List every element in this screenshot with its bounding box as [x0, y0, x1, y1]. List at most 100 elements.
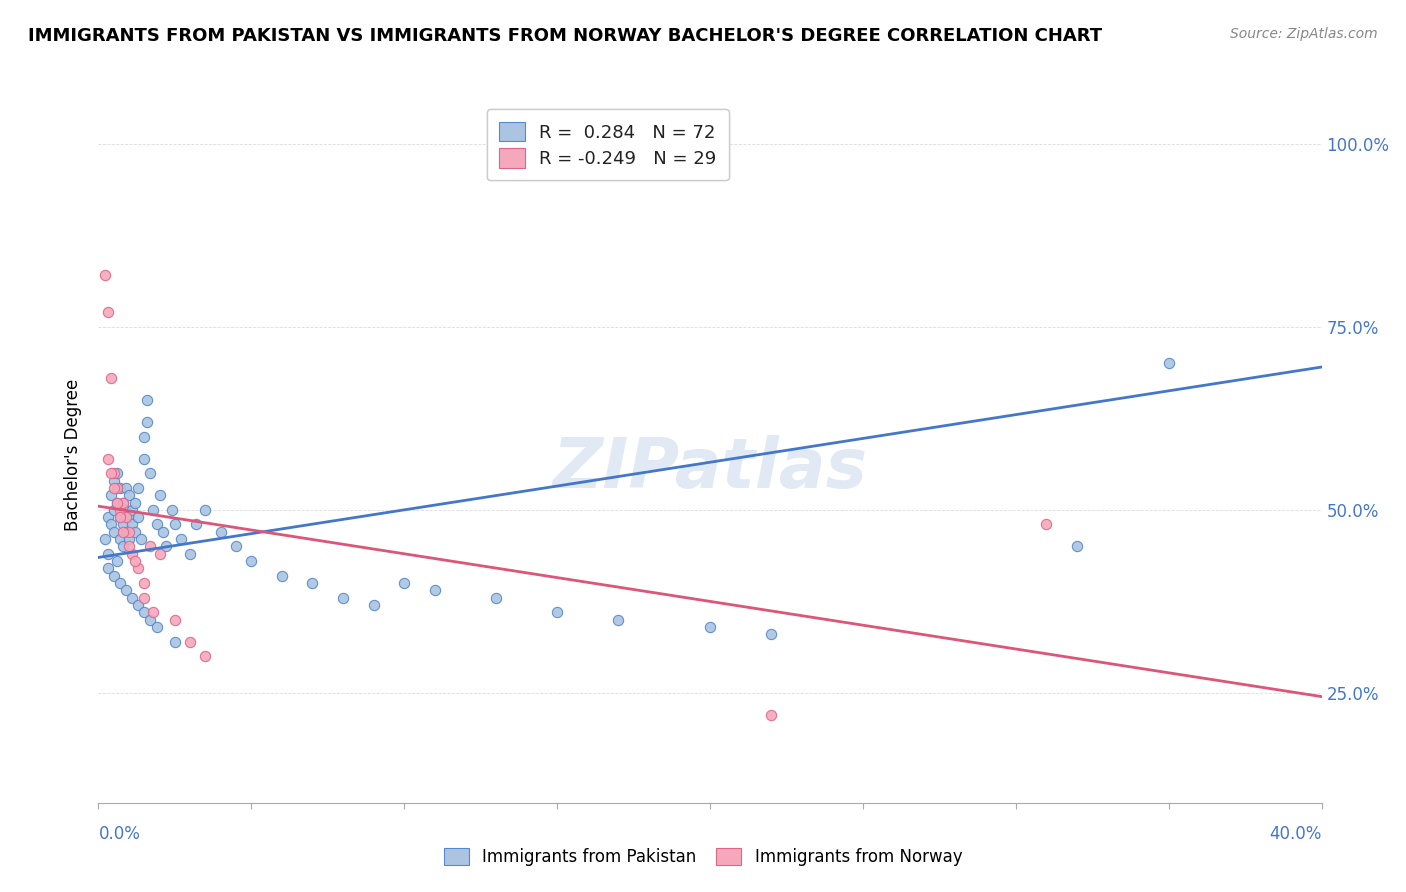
Point — [93, 532, 115, 546]
Point — [225, 540, 247, 554]
Point — [121, 503, 143, 517]
Point — [97, 547, 120, 561]
Point — [186, 517, 208, 532]
Point — [699, 620, 721, 634]
Point — [121, 517, 143, 532]
Point — [115, 524, 138, 539]
Point — [179, 634, 201, 648]
Point — [118, 510, 141, 524]
Point — [363, 598, 385, 612]
Point — [145, 620, 167, 634]
Text: 0.0%: 0.0% — [98, 825, 141, 843]
Point — [1035, 517, 1057, 532]
Point — [163, 634, 186, 648]
Point — [152, 524, 174, 539]
Point — [118, 540, 141, 554]
Point — [103, 524, 125, 539]
Point — [111, 540, 134, 554]
Point — [607, 613, 630, 627]
Point — [136, 392, 159, 407]
Legend: Immigrants from Pakistan, Immigrants from Norway: Immigrants from Pakistan, Immigrants fro… — [436, 840, 970, 875]
Point — [124, 524, 146, 539]
Point — [100, 517, 122, 532]
Point — [97, 510, 120, 524]
Point — [111, 524, 134, 539]
Text: 40.0%: 40.0% — [1270, 825, 1322, 843]
Point — [270, 568, 292, 582]
Point — [127, 598, 149, 612]
Point — [485, 591, 508, 605]
Point — [142, 503, 165, 517]
Point — [115, 503, 138, 517]
Point — [127, 510, 149, 524]
Point — [163, 613, 186, 627]
Point — [149, 547, 172, 561]
Point — [759, 627, 782, 641]
Point — [149, 488, 172, 502]
Point — [118, 488, 141, 502]
Point — [240, 554, 263, 568]
Point — [170, 532, 193, 546]
Point — [194, 649, 217, 664]
Point — [108, 510, 131, 524]
Point — [97, 451, 120, 466]
Point — [115, 481, 138, 495]
Point — [103, 481, 125, 495]
Point — [105, 467, 128, 481]
Legend: R =  0.284   N = 72, R = -0.249   N = 29: R = 0.284 N = 72, R = -0.249 N = 29 — [486, 109, 728, 180]
Point — [145, 517, 167, 532]
Point — [111, 517, 134, 532]
Point — [759, 707, 782, 722]
Text: ZIPatlas: ZIPatlas — [553, 435, 868, 502]
Point — [97, 561, 120, 575]
Point — [134, 451, 156, 466]
Point — [100, 467, 122, 481]
Point — [108, 503, 131, 517]
Point — [124, 554, 146, 568]
Point — [108, 532, 131, 546]
Point — [134, 591, 156, 605]
Point — [105, 495, 128, 509]
Y-axis label: Bachelor's Degree: Bachelor's Degree — [65, 379, 83, 531]
Point — [103, 503, 125, 517]
Point — [103, 568, 125, 582]
Point — [163, 517, 186, 532]
Point — [1066, 540, 1088, 554]
Point — [121, 591, 143, 605]
Point — [93, 268, 115, 283]
Point — [108, 481, 131, 495]
Point — [301, 576, 323, 591]
Point — [139, 467, 162, 481]
Point — [115, 583, 138, 598]
Point — [129, 532, 152, 546]
Point — [179, 547, 201, 561]
Point — [423, 583, 446, 598]
Point — [100, 371, 122, 385]
Point — [121, 547, 143, 561]
Point — [332, 591, 354, 605]
Point — [118, 524, 141, 539]
Point — [111, 495, 134, 509]
Point — [105, 495, 128, 509]
Point — [100, 488, 122, 502]
Point — [108, 510, 131, 524]
Text: Source: ZipAtlas.com: Source: ZipAtlas.com — [1230, 27, 1378, 41]
Point — [103, 474, 125, 488]
Point — [134, 606, 156, 620]
Point — [134, 429, 156, 443]
Point — [103, 467, 125, 481]
Point — [115, 510, 138, 524]
Point — [118, 532, 141, 546]
Point — [136, 415, 159, 429]
Point — [139, 613, 162, 627]
Point — [546, 606, 568, 620]
Point — [194, 503, 217, 517]
Point — [134, 576, 156, 591]
Point — [155, 540, 177, 554]
Text: IMMIGRANTS FROM PAKISTAN VS IMMIGRANTS FROM NORWAY BACHELOR'S DEGREE CORRELATION: IMMIGRANTS FROM PAKISTAN VS IMMIGRANTS F… — [28, 27, 1102, 45]
Point — [142, 606, 165, 620]
Point — [105, 481, 128, 495]
Point — [105, 554, 128, 568]
Point — [127, 561, 149, 575]
Point — [127, 481, 149, 495]
